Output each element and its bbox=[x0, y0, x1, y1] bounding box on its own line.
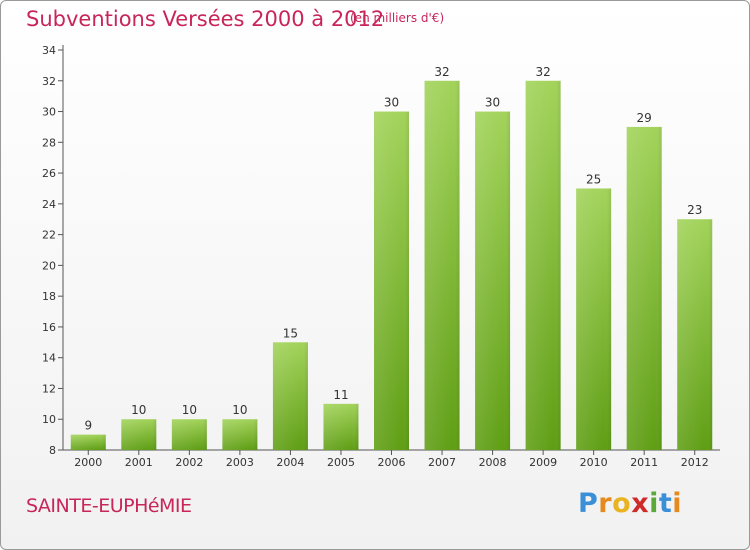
bar-shade bbox=[576, 188, 612, 450]
data-label: 29 bbox=[637, 111, 652, 125]
y-tick-label: 26 bbox=[42, 167, 56, 180]
y-tick-label: 18 bbox=[42, 290, 56, 303]
y-tick-label: 30 bbox=[42, 106, 56, 119]
x-tick-label: 2001 bbox=[125, 456, 153, 469]
y-tick-label: 28 bbox=[42, 136, 56, 149]
x-tick-label: 2011 bbox=[630, 456, 658, 469]
bar-shade bbox=[374, 111, 409, 451]
x-tick-label: 2008 bbox=[479, 456, 507, 469]
x-tick-label: 2005 bbox=[327, 456, 355, 469]
bars bbox=[70, 80, 713, 451]
y-tick-label: 20 bbox=[42, 259, 56, 272]
logo-letter: o bbox=[612, 488, 632, 519]
data-label: 9 bbox=[84, 419, 92, 433]
logo-letter: P bbox=[578, 488, 599, 519]
x-tick-label: 2002 bbox=[175, 456, 203, 469]
data-label: 10 bbox=[131, 403, 146, 417]
x-tick-label: 2010 bbox=[580, 456, 608, 469]
logo-letter: t bbox=[658, 488, 673, 519]
chart-subtitle: (en milliers d'€) bbox=[350, 11, 445, 25]
y-tick-label: 12 bbox=[42, 382, 56, 395]
place-name: SAINTE-EUPHéMIE bbox=[26, 495, 192, 517]
bar-shade bbox=[222, 419, 258, 450]
data-labels: 9 10 10 10 15 11 30 32 30 32 25 29 23 bbox=[84, 65, 702, 433]
y-tick-label: 10 bbox=[42, 413, 56, 426]
data-label: 10 bbox=[232, 403, 247, 417]
logo-letter: i bbox=[649, 488, 659, 519]
data-label: 10 bbox=[182, 403, 197, 417]
x-tick-label: 2004 bbox=[276, 456, 304, 469]
y-tick-label: 24 bbox=[42, 198, 56, 211]
y-tick-label: 32 bbox=[42, 75, 56, 88]
data-label: 30 bbox=[485, 96, 500, 110]
bar-shade bbox=[70, 434, 106, 450]
data-label: 11 bbox=[333, 388, 348, 402]
data-label: 23 bbox=[687, 203, 702, 217]
bar-shade bbox=[677, 219, 713, 450]
x-tick-label: 2000 bbox=[74, 456, 102, 469]
logo-letter: i bbox=[672, 488, 683, 519]
x-tick-label: 2009 bbox=[529, 456, 557, 469]
x-tick-label: 2003 bbox=[226, 456, 254, 469]
y-tick-label: 34 bbox=[42, 44, 56, 57]
bar-shade bbox=[171, 419, 207, 450]
data-label: 32 bbox=[535, 65, 550, 79]
data-label: 30 bbox=[384, 96, 399, 110]
bar-shade bbox=[323, 403, 359, 450]
data-label: 15 bbox=[283, 326, 298, 340]
bar-shade bbox=[121, 419, 157, 450]
y-tick-label: 8 bbox=[49, 444, 56, 457]
data-label: 25 bbox=[586, 172, 601, 186]
bar-shade bbox=[272, 342, 308, 450]
logo-letter: x bbox=[631, 488, 650, 519]
proxiti-logo: Proxiti bbox=[578, 488, 682, 519]
y-tick-label: 14 bbox=[42, 352, 56, 365]
y-tick-label: 22 bbox=[42, 229, 56, 242]
y-tick-label: 16 bbox=[42, 321, 56, 334]
chart-title: Subventions Versées 2000 à 2012 bbox=[26, 7, 385, 31]
x-tick-label: 2012 bbox=[681, 456, 709, 469]
bar-shade bbox=[424, 80, 460, 451]
logo-letter: r bbox=[598, 488, 613, 519]
x-tick-label: 2007 bbox=[428, 456, 456, 469]
x-tick-label: 2006 bbox=[378, 456, 406, 469]
bar-shade bbox=[626, 126, 662, 450]
bar-shade bbox=[525, 80, 561, 451]
data-label: 32 bbox=[434, 65, 449, 79]
bar-shade bbox=[475, 111, 511, 451]
